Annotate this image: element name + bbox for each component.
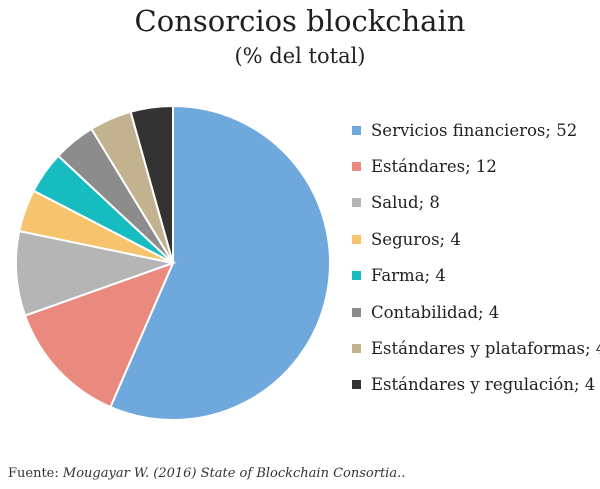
legend-item: Servicios financieros; 52 — [352, 112, 600, 148]
legend-label: Salud; 8 — [371, 193, 440, 213]
legend-item: Contabilidad; 4 — [352, 294, 600, 330]
legend-swatch — [352, 380, 361, 390]
source-note: Fuente: Mougayar W. (2016) State of Bloc… — [8, 466, 405, 481]
pie-slice-8 — [129, 104, 174, 264]
source-citation: Mougayar W. (2016) State of Blockchain C… — [62, 466, 406, 481]
legend-item: Salud; 8 — [352, 185, 600, 221]
legend-item: Estándares y regulación; 4 — [352, 367, 600, 403]
legend-item: Seguros; 4 — [352, 221, 600, 257]
legend-swatch — [352, 271, 361, 281]
legend-swatch — [352, 162, 361, 172]
legend-swatch — [352, 344, 361, 354]
legend-label: Seguros; 4 — [371, 229, 461, 249]
pie-slice-1 — [109, 104, 331, 421]
legend-label: Farma; 4 — [371, 266, 446, 286]
legend-swatch — [352, 307, 361, 317]
pie-chart — [15, 104, 331, 421]
legend-label: Contabilidad; 4 — [371, 302, 500, 322]
chart-title: Consorcios blockchain — [134, 4, 466, 38]
legend-swatch — [352, 234, 361, 244]
legend-swatch — [352, 198, 361, 208]
legend-label: Servicios financieros; 52 — [371, 120, 578, 140]
pie-slice-2 — [23, 261, 175, 409]
chart-legend: Servicios financieros; 52 Estándares; 12 S… — [352, 112, 600, 403]
source-prefix: Fuente: — [8, 466, 63, 481]
legend-item: Estándares; 12 — [352, 148, 600, 184]
chart-subtitle: (% del total) — [234, 44, 366, 68]
legend-item: Estándares y plataformas; 4 — [352, 330, 600, 366]
legend-label: Estándares y regulación; 4 — [371, 375, 596, 395]
legend-item: Farma; 4 — [352, 258, 600, 294]
legend-label: Estándares; 12 — [371, 157, 497, 177]
pie-slice-3 — [15, 229, 177, 317]
legend-label: Estándares y plataformas; 4 — [371, 339, 600, 359]
legend-swatch — [352, 125, 361, 135]
